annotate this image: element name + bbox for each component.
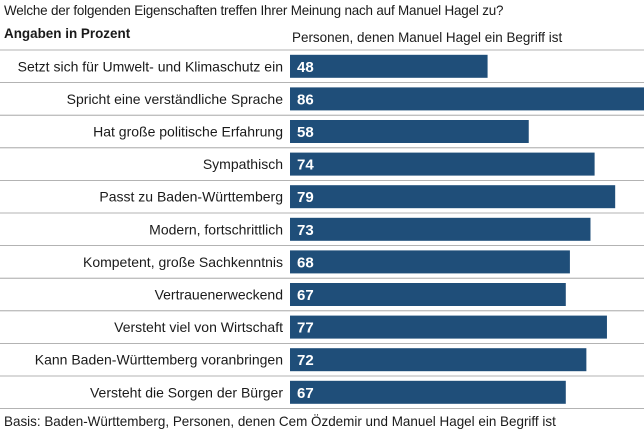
bar <box>290 120 529 143</box>
bar <box>290 185 616 209</box>
bar <box>290 348 587 372</box>
bar-value-label: 74 <box>297 157 314 174</box>
category-label: Spricht eine verständliche Sprache <box>67 91 284 107</box>
category-label: Kann Baden-Württemberg voranbringen <box>35 352 283 368</box>
bar-value-label: 79 <box>297 189 314 206</box>
bar-value-label: 73 <box>297 222 314 239</box>
series-label: Personen, denen Manuel Hagel ein Begriff… <box>292 29 563 45</box>
bar <box>290 54 488 78</box>
category-label: Versteht die Sorgen der Bürger <box>90 384 283 400</box>
bar-value-label: 67 <box>297 385 314 402</box>
chart-rows: Setzt sich für Umwelt- und Klimaschutz e… <box>0 49 644 410</box>
footnote: Basis: Baden-Württemberg, Personen, dene… <box>4 413 556 429</box>
category-label: Setzt sich für Umwelt- und Klimaschutz e… <box>18 58 283 74</box>
bar-value-label: 67 <box>297 287 314 304</box>
category-label: Vertrauenerweckend <box>155 287 283 303</box>
category-label: Sympathisch <box>203 156 283 172</box>
units-label: Angaben in Prozent <box>4 25 131 41</box>
bar <box>290 380 566 404</box>
category-label: Passt zu Baden-Württemberg <box>99 189 283 205</box>
bar <box>290 315 607 339</box>
bar-value-label: 68 <box>297 254 314 271</box>
bar <box>290 152 595 176</box>
category-label: Kompetent, große Sachkenntnis <box>83 254 283 270</box>
bar <box>290 250 570 274</box>
bar-value-label: 86 <box>297 91 314 108</box>
bar-value-label: 48 <box>297 59 314 76</box>
chart-bars: 48 86 58 74 79 73 68 67 77 72 67 <box>290 54 644 404</box>
category-label: Hat große politische Erfahrung <box>93 124 283 140</box>
category-label: Versteht viel von Wirtschaft <box>114 319 283 335</box>
bar <box>290 217 591 241</box>
bar-value-label: 72 <box>297 352 314 369</box>
bar <box>290 87 644 111</box>
bar-value-label: 77 <box>297 320 314 337</box>
chart-title: Welche der folgenden Eigenschaften treff… <box>4 2 504 18</box>
bar-value-label: 58 <box>297 124 314 141</box>
category-label: Modern, fortschrittlich <box>149 221 283 237</box>
bar <box>290 283 566 306</box>
